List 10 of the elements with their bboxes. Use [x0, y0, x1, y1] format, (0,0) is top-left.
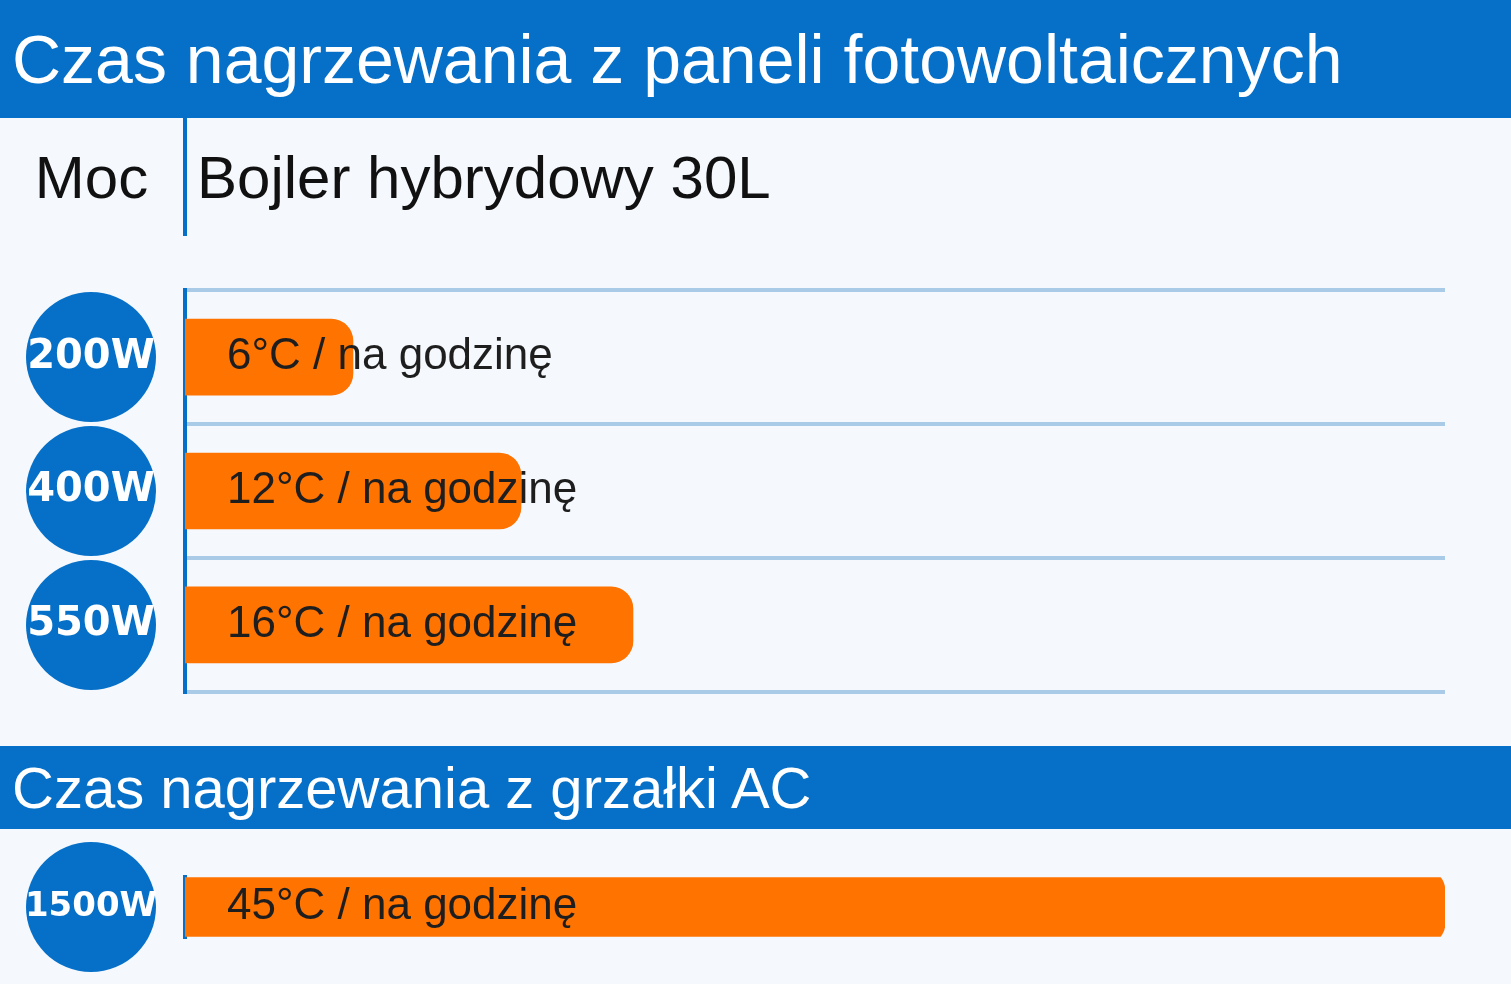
data-label: 16°C / na godzinę — [227, 597, 578, 647]
x-axis-title: Bojler hybrydowy 30L — [196, 142, 771, 212]
y-axis-title: Moc — [0, 118, 187, 236]
y-tick-label: 200W — [27, 330, 155, 377]
y-tick-label: 400W — [27, 464, 155, 511]
y-tick-label: 550W — [27, 598, 155, 645]
chart-title: Czas nagrzewania z paneli fotowoltaicznych — [0, 0, 1511, 118]
y-tick-label: 1500W — [24, 883, 158, 924]
chart-title: Czas nagrzewania z grzałki AC — [0, 746, 1511, 829]
data-label: 45°C / na godzinę — [227, 879, 578, 929]
